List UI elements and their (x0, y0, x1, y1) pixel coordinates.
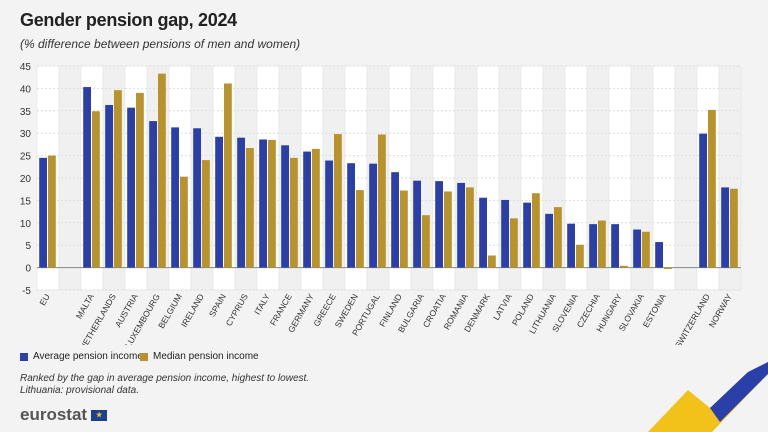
bar-median (334, 134, 342, 268)
bar-median (290, 157, 298, 268)
bar-median (378, 134, 386, 268)
bar-median (312, 148, 320, 268)
bar-average (303, 151, 311, 268)
y-tick-label: 25 (20, 152, 32, 163)
y-tick-label: 35 (20, 107, 32, 118)
bar-average (127, 107, 135, 268)
bar-average (589, 224, 597, 268)
bar-average (105, 104, 113, 268)
bar-average (149, 121, 157, 268)
bar-average (699, 133, 707, 268)
bar-average (83, 87, 91, 268)
bar-median (532, 193, 540, 268)
bar-median (202, 160, 210, 268)
bar-average (39, 157, 47, 268)
bar-average (523, 202, 531, 268)
bar-median (136, 92, 144, 268)
x-tick-label: MALTA (74, 292, 96, 321)
bar-median (554, 207, 562, 268)
bar-median (488, 255, 496, 268)
x-tick-label: SPAIN (207, 292, 228, 319)
bar-average (479, 197, 487, 268)
bar-average (567, 223, 575, 268)
bar-average (237, 137, 245, 268)
bar-median (48, 155, 56, 268)
bar-median (708, 109, 716, 268)
x-tick-label: ITALY (252, 292, 272, 317)
bar-median (422, 215, 430, 268)
bar-median (246, 147, 254, 268)
bar-average (281, 145, 289, 268)
y-tick-label: 0 (25, 264, 31, 275)
note-lithuania: Lithuania: provisional data. (20, 385, 139, 396)
bar-average (193, 128, 201, 268)
bar-median (356, 190, 364, 268)
eu-flag-icon: ★ (91, 409, 108, 421)
bar-median (620, 265, 628, 268)
legend-label-median: Median pension income (153, 351, 259, 362)
bar-median (466, 187, 474, 268)
bar-median (180, 176, 188, 268)
decorative-chevron-icon (648, 362, 768, 432)
logo-text: eurostat (20, 405, 88, 424)
bar-median (224, 83, 232, 268)
bar-average (171, 127, 179, 268)
bar-median (114, 90, 122, 268)
bar-average (721, 187, 729, 268)
bar-median (92, 111, 100, 268)
bar-average (259, 139, 267, 268)
legend-swatch-median (140, 352, 148, 361)
bar-median (730, 188, 738, 268)
legend-average: Average pension income (20, 351, 143, 362)
chart-subtitle: (% difference between pensions of men an… (20, 37, 301, 51)
eurostat-logo: eurostat ★ (20, 405, 108, 425)
bar-average (369, 163, 377, 268)
bar-median (444, 191, 452, 268)
bar-median (642, 231, 650, 268)
y-tick-label: 15 (20, 196, 32, 207)
note-ranking: Ranked by the gap in average pension inc… (20, 373, 310, 384)
y-tick-label: 40 (20, 84, 32, 95)
bar-median (576, 244, 584, 268)
legend-swatch-average (20, 352, 28, 361)
y-tick-label: 5 (25, 241, 31, 252)
y-tick-label: 30 (20, 129, 32, 140)
y-tick-label: 20 (20, 174, 32, 185)
y-tick-label: 45 (20, 62, 32, 73)
bar-median (664, 267, 672, 269)
legend-label-average: Average pension income (33, 351, 143, 362)
bar-median (400, 190, 408, 268)
bar-average (633, 229, 641, 268)
x-tick-label: EU (37, 292, 52, 307)
x-tick-label: LATVIA (491, 292, 514, 322)
bar-average (435, 181, 443, 268)
bar-average (391, 172, 399, 268)
bar-median (510, 218, 518, 268)
bar-average (457, 182, 465, 268)
bar-median (598, 220, 606, 268)
bar-average (545, 213, 553, 268)
x-tick-label: SWITZERLAND (673, 292, 712, 345)
y-tick-label: 10 (20, 219, 32, 230)
y-tick-label: -5 (22, 286, 31, 297)
bar-average (501, 199, 509, 268)
bar-average (413, 180, 421, 268)
bar-average (347, 163, 355, 268)
bar-average (325, 160, 333, 268)
bar-median (158, 73, 166, 268)
chart-title: Gender pension gap, 2024 (20, 10, 237, 30)
bar-average (655, 242, 663, 268)
bar-median (268, 139, 276, 268)
legend-median: Median pension income (140, 351, 259, 362)
bar-average (611, 224, 619, 268)
bar-average (215, 136, 223, 268)
